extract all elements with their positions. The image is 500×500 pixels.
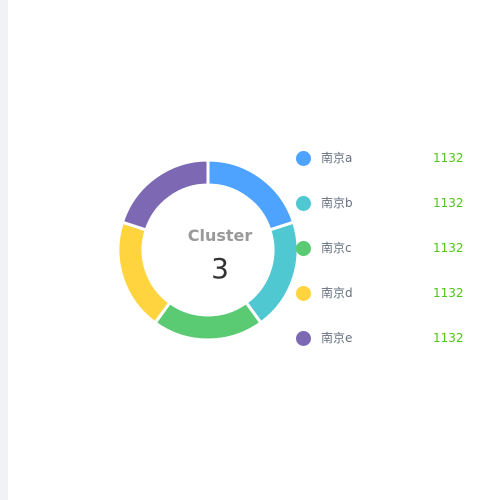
- legend-label-b: 南京b: [321, 196, 353, 210]
- legend-item-a[interactable]: 南京a 1132: [296, 148, 476, 193]
- legend-value-e: 1132: [433, 331, 464, 345]
- donut-slice-c[interactable]: [153, 301, 263, 342]
- legend-label-c: 南京c: [321, 241, 352, 255]
- legend-item-c[interactable]: 南京c 1132: [296, 238, 476, 283]
- legend-value-c: 1132: [433, 241, 464, 255]
- donut-chart: [116, 158, 300, 342]
- center-value: 3: [211, 252, 229, 285]
- donut-slice-e[interactable]: [120, 158, 210, 232]
- legend-dot-b: [296, 196, 311, 211]
- donut-slice-a[interactable]: [206, 158, 296, 232]
- legend-label-e: 南京e: [321, 331, 353, 345]
- chart-panel: Cluster 3 南京a 1132 南京b 1132 南京c 1132 南京d…: [8, 0, 500, 500]
- center-title: Cluster: [187, 226, 253, 245]
- legend-value-d: 1132: [433, 286, 464, 300]
- legend-value-b: 1132: [433, 196, 464, 210]
- legend-item-b[interactable]: 南京b 1132: [296, 193, 476, 238]
- legend-item-d[interactable]: 南京d 1132: [296, 283, 476, 328]
- legend-dot-e: [296, 331, 311, 346]
- legend-value-a: 1132: [433, 151, 464, 165]
- legend-item-e[interactable]: 南京e 1132: [296, 328, 476, 373]
- legend-dot-a: [296, 151, 311, 166]
- legend: 南京a 1132 南京b 1132 南京c 1132 南京d 1132 南京e …: [296, 148, 476, 373]
- legend-label-d: 南京d: [321, 286, 353, 300]
- legend-dot-c: [296, 241, 311, 256]
- legend-dot-d: [296, 286, 311, 301]
- legend-label-a: 南京a: [321, 151, 353, 165]
